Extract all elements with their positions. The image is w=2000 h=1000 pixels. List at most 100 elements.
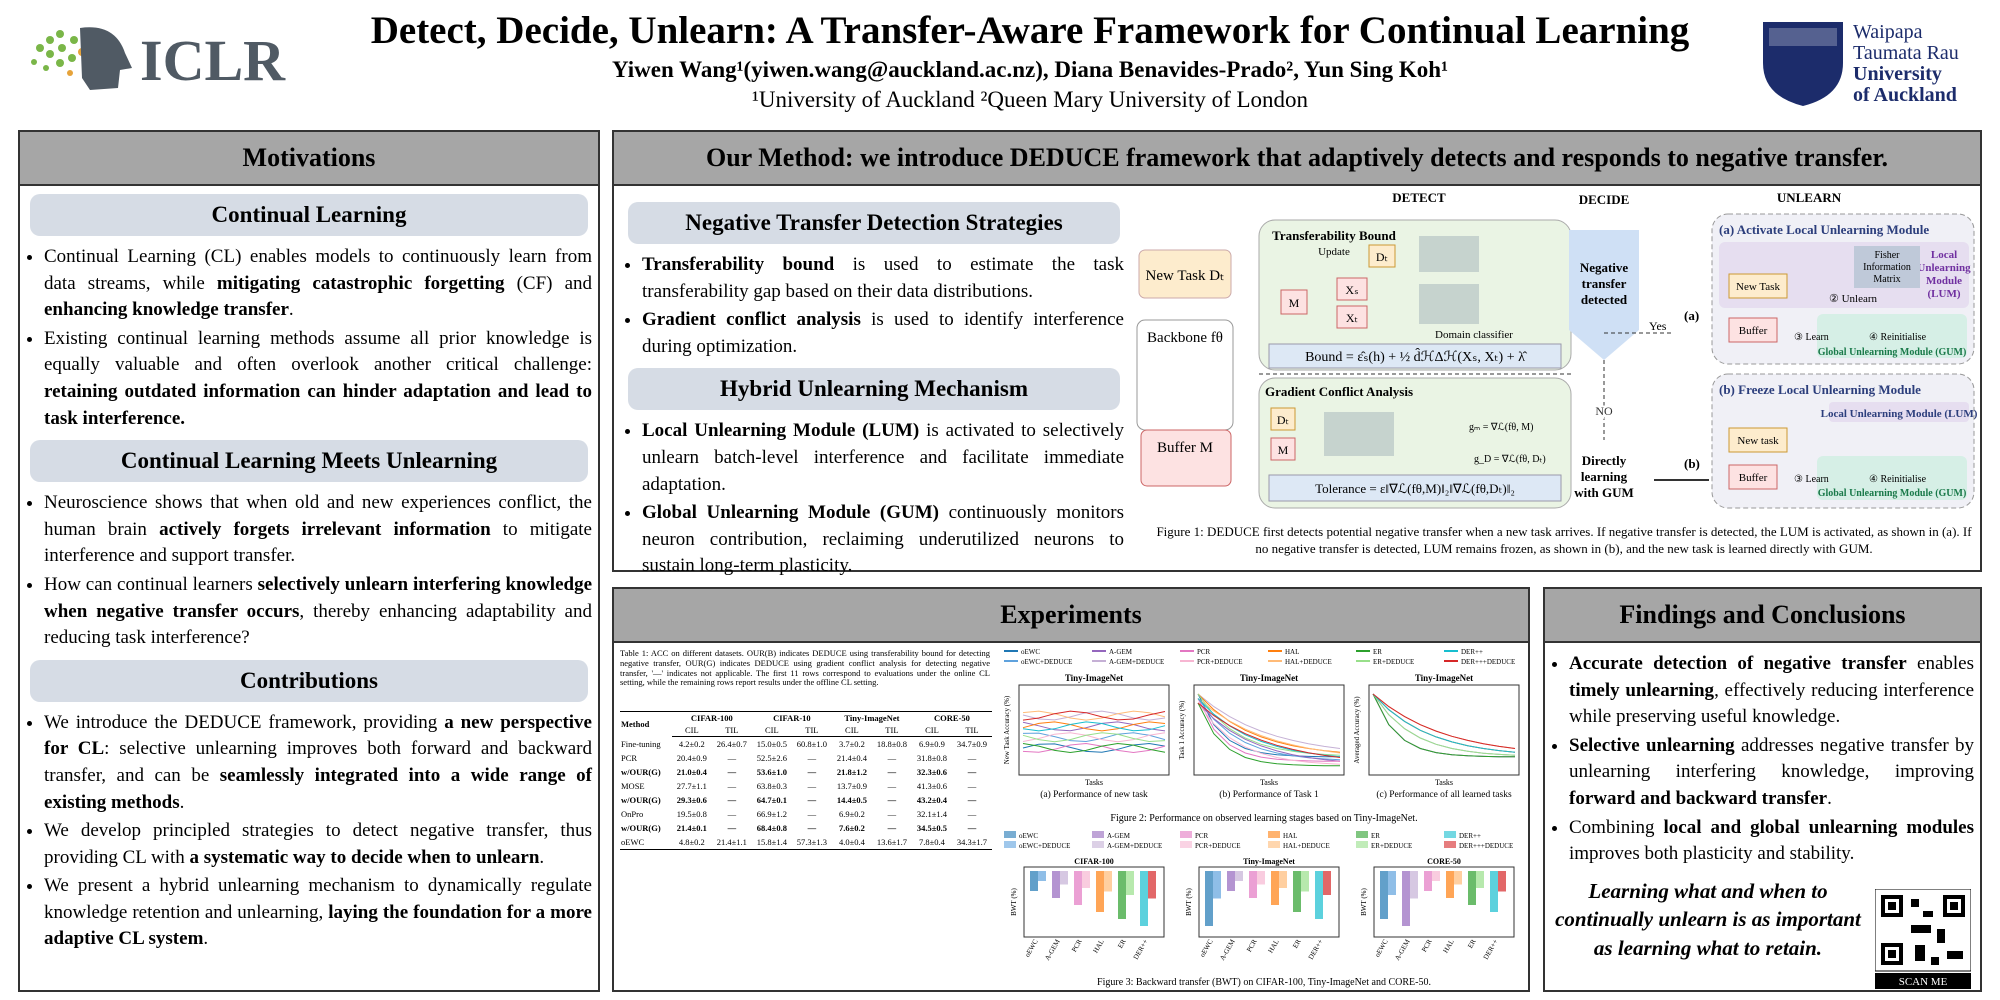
subheading: Continual Learning bbox=[30, 194, 588, 236]
bullet: We introduce the DEDUCE framework, provi… bbox=[44, 710, 592, 816]
label: g_D = ∇ℒ(fθ, Dₜ) bbox=[1474, 454, 1546, 465]
plot-area bbox=[1023, 866, 1165, 938]
curve bbox=[1022, 721, 1166, 732]
table-cell: 63.8±0.3 bbox=[756, 781, 787, 791]
table-cell: 6.9±0.9 bbox=[918, 739, 945, 749]
legend-label: ER bbox=[1371, 832, 1380, 840]
label: Domain classifier bbox=[1435, 329, 1513, 341]
bullet: Gradient conflict analysis is used to id… bbox=[642, 307, 1124, 360]
bar-decor bbox=[1323, 871, 1331, 895]
bar-decor bbox=[1235, 871, 1243, 881]
bar-decor bbox=[1402, 871, 1410, 926]
legend-label: PCR+DEDUCE bbox=[1195, 842, 1241, 850]
curve bbox=[1372, 693, 1516, 753]
subheading: Negative Transfer Detection Strategies bbox=[628, 202, 1120, 244]
bullets: We introduce the DEDUCE framework, provi… bbox=[20, 710, 598, 953]
table-cell: — bbox=[727, 809, 737, 819]
text-run: . bbox=[1827, 787, 1832, 809]
table-cell: — bbox=[887, 753, 897, 763]
label: Dₜ bbox=[1376, 250, 1388, 264]
table-row: PCR 20.4±0.9 — 52.5±2.6 — 21.4±0.4 — 31.8±0.8 — bbox=[620, 751, 992, 765]
legend-swatch bbox=[1268, 841, 1280, 848]
logo-text: ICLR bbox=[140, 28, 286, 93]
bullets: Transferability bound is used to estimat… bbox=[618, 252, 1130, 360]
table-row: OnPro 19.5±0.8 — 66.9±1.2 — 6.9±0.2 — 32.1±1.4 — bbox=[620, 807, 992, 821]
table-cell: — bbox=[727, 767, 737, 777]
curve bbox=[1372, 693, 1516, 749]
table-cell: — bbox=[807, 795, 817, 805]
label: gₘ = ∇ℒ(fθ, M) bbox=[1469, 422, 1533, 433]
table-cell: 4.8±0.2 bbox=[678, 837, 705, 847]
logo-line: Taumata Rau bbox=[1853, 42, 1959, 64]
text-run: (CF) and bbox=[504, 272, 593, 294]
header-cell: Method bbox=[621, 719, 650, 730]
table-cell: — bbox=[807, 781, 817, 791]
table-caption: Table 1: ACC on different datasets. OUR(… bbox=[620, 648, 990, 688]
header-row: CIL TIL CIL TIL CIL TIL CIL TIL bbox=[620, 724, 992, 737]
curve bbox=[1197, 702, 1341, 762]
x-axis-label: Tasks bbox=[1435, 778, 1453, 787]
text-run: retaining outdated information can hinde… bbox=[44, 380, 592, 429]
legend-label: PCR bbox=[1195, 832, 1209, 840]
table-cell: 26.4±0.7 bbox=[716, 739, 747, 749]
table-row: oEWC 4.8±0.2 21.4±1.1 15.8±1.4 57.3±1.3 4.0±0… bbox=[620, 835, 992, 850]
bar-decor bbox=[1205, 871, 1213, 926]
bar-decor bbox=[1213, 871, 1221, 899]
label: Fisher bbox=[1875, 250, 1901, 261]
label: Global Unlearning Module (GUM) bbox=[1818, 488, 1967, 499]
chart-title: CIFAR-100 bbox=[1074, 857, 1113, 866]
scan-label: SCAN ME bbox=[1899, 976, 1948, 988]
x-tick-label: ER bbox=[1466, 938, 1478, 950]
x-tick-label: ER bbox=[1116, 938, 1128, 950]
quote: Learning what and when to continually un… bbox=[1555, 879, 1861, 960]
text-run: continuously monitors neuron contributio… bbox=[642, 502, 1124, 577]
table-cell: 34.5±0.5 bbox=[916, 823, 948, 833]
panel-heading: Findings and Conclusions bbox=[1545, 589, 1980, 643]
legend-swatch bbox=[1004, 841, 1016, 848]
bar-decor bbox=[1388, 871, 1396, 895]
legend-label: DER+++DEDUCE bbox=[1459, 842, 1513, 850]
x-tick-label: A-GEM bbox=[1218, 937, 1237, 962]
bar-decor bbox=[1498, 871, 1506, 892]
text-run: mitigating catastrophic forgetting bbox=[216, 272, 505, 294]
x-tick-label: oEWC bbox=[1198, 938, 1215, 959]
text-run: We develop principled strategies to dete… bbox=[44, 820, 592, 868]
bar-decor bbox=[1060, 871, 1068, 885]
x-tick-label: ER bbox=[1291, 938, 1303, 950]
label: Module bbox=[1926, 275, 1962, 287]
chart-title: Tiny-ImageNet bbox=[1243, 857, 1295, 866]
header-cell: CIL bbox=[751, 724, 792, 737]
text-run: . bbox=[288, 299, 294, 321]
bar-decor bbox=[1140, 871, 1148, 926]
table-cell: oEWC bbox=[621, 837, 645, 847]
label: Local Unlearning Module (LUM) bbox=[1821, 408, 1978, 420]
bullet: Continual Learning (CL) enables models t… bbox=[44, 244, 592, 324]
bar-decor bbox=[1249, 871, 1257, 898]
bar-decor bbox=[1432, 871, 1440, 881]
x-tick-label: oEWC bbox=[1023, 938, 1040, 959]
text-run: We present a hybrid unlearning mechanism… bbox=[44, 875, 592, 923]
bar-decor bbox=[1293, 871, 1301, 912]
text-run: Neuroscience shows that when old and new… bbox=[44, 492, 592, 540]
text-run: Selective unlearning bbox=[1569, 734, 1735, 756]
legend-swatch bbox=[1180, 841, 1192, 848]
table-cell: PCR bbox=[621, 753, 638, 763]
bullet: Accurate detection of negative transfer … bbox=[1569, 651, 1974, 731]
table-cell: 19.5±0.8 bbox=[676, 809, 707, 819]
table-cell: 53.6±1.0 bbox=[756, 767, 787, 777]
x-tick-label: PCR bbox=[1245, 938, 1259, 954]
y-axis-label: BWT (%) bbox=[1010, 887, 1018, 915]
table-cell: 66.9±1.2 bbox=[756, 809, 787, 819]
table-cell: 57.3±1.3 bbox=[796, 837, 827, 847]
sections: Negative Transfer Detection Strategies Tr… bbox=[618, 194, 1130, 582]
curve bbox=[1022, 732, 1166, 743]
label: Xₛ bbox=[1345, 283, 1358, 297]
legend-label: ER+DEDUCE bbox=[1373, 658, 1414, 666]
bullet: Combining local and global unlearning mo… bbox=[1569, 815, 1974, 868]
table-cell: 21.4±1.1 bbox=[716, 837, 747, 847]
text-run: : selective unlearning improves both for… bbox=[44, 738, 593, 786]
table-cell: 43.2±0.4 bbox=[916, 795, 948, 805]
authors: Yiwen Wang¹(yiwen.wang@auckland.ac.nz), … bbox=[612, 57, 1448, 82]
curve bbox=[1022, 721, 1166, 732]
x-tick-label: oEWC bbox=[1373, 938, 1390, 959]
